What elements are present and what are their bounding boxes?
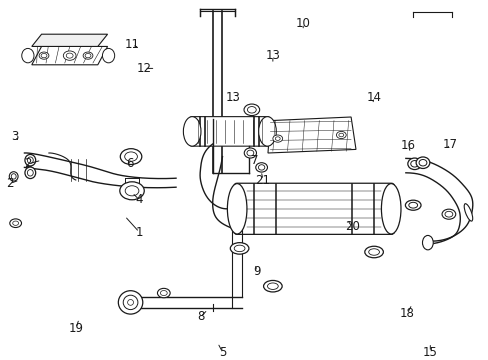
Text: 20: 20 (344, 220, 359, 233)
Ellipse shape (415, 157, 429, 168)
Text: 3: 3 (11, 130, 19, 143)
Circle shape (120, 149, 142, 165)
Circle shape (272, 135, 282, 142)
Text: 14: 14 (366, 91, 381, 104)
Circle shape (10, 219, 21, 228)
Ellipse shape (227, 184, 246, 234)
Circle shape (157, 288, 170, 298)
Ellipse shape (407, 158, 421, 170)
Text: 9: 9 (252, 265, 260, 278)
Text: 2: 2 (24, 157, 32, 170)
Circle shape (338, 133, 343, 137)
Ellipse shape (9, 172, 18, 181)
Ellipse shape (25, 154, 36, 166)
Circle shape (66, 53, 73, 58)
Text: 13: 13 (265, 49, 280, 62)
Text: 11: 11 (124, 39, 139, 51)
Ellipse shape (183, 117, 201, 146)
Ellipse shape (364, 246, 383, 258)
Ellipse shape (21, 49, 34, 63)
Circle shape (441, 209, 455, 219)
Ellipse shape (11, 174, 16, 179)
Ellipse shape (368, 249, 379, 255)
Circle shape (275, 137, 280, 140)
Text: 1: 1 (135, 226, 143, 239)
Ellipse shape (418, 159, 426, 166)
Polygon shape (32, 46, 107, 65)
Ellipse shape (381, 184, 400, 234)
Text: 18: 18 (399, 307, 414, 320)
FancyBboxPatch shape (189, 117, 269, 146)
Ellipse shape (246, 150, 253, 156)
Ellipse shape (263, 280, 282, 292)
Circle shape (85, 53, 91, 58)
Text: 19: 19 (68, 322, 83, 335)
Text: 2: 2 (6, 177, 14, 190)
Text: 7: 7 (250, 154, 258, 167)
Text: 4: 4 (135, 193, 143, 206)
Circle shape (444, 211, 452, 217)
Ellipse shape (244, 148, 256, 158)
Text: 15: 15 (422, 346, 437, 359)
Circle shape (13, 221, 19, 225)
Ellipse shape (27, 157, 33, 163)
Ellipse shape (410, 161, 418, 167)
Ellipse shape (25, 167, 36, 179)
Circle shape (160, 291, 167, 296)
Ellipse shape (230, 243, 248, 254)
Text: 6: 6 (125, 157, 133, 170)
Circle shape (41, 53, 47, 58)
Ellipse shape (422, 235, 432, 250)
Ellipse shape (405, 200, 420, 210)
Text: 17: 17 (442, 138, 456, 150)
Ellipse shape (27, 170, 33, 176)
Ellipse shape (234, 245, 244, 252)
Ellipse shape (123, 295, 138, 310)
Text: 10: 10 (295, 17, 310, 30)
Ellipse shape (258, 165, 264, 170)
Ellipse shape (127, 300, 133, 305)
Ellipse shape (463, 204, 472, 221)
Circle shape (39, 52, 49, 59)
Text: 21: 21 (255, 174, 270, 186)
Ellipse shape (255, 163, 267, 172)
Ellipse shape (102, 49, 115, 63)
Circle shape (124, 152, 137, 161)
FancyBboxPatch shape (234, 183, 393, 234)
Circle shape (336, 131, 346, 139)
Text: 12: 12 (137, 62, 151, 75)
Ellipse shape (258, 117, 276, 146)
Circle shape (63, 51, 76, 60)
Polygon shape (267, 117, 355, 153)
Circle shape (83, 52, 93, 59)
Circle shape (247, 107, 256, 113)
Text: 5: 5 (218, 346, 226, 359)
Circle shape (125, 186, 139, 196)
Ellipse shape (267, 283, 278, 289)
Ellipse shape (408, 202, 417, 208)
Circle shape (120, 182, 144, 200)
Ellipse shape (118, 291, 142, 314)
Text: 13: 13 (225, 91, 240, 104)
Circle shape (244, 104, 259, 116)
Text: 8: 8 (196, 310, 204, 323)
Text: 16: 16 (400, 139, 415, 152)
Polygon shape (32, 34, 107, 46)
